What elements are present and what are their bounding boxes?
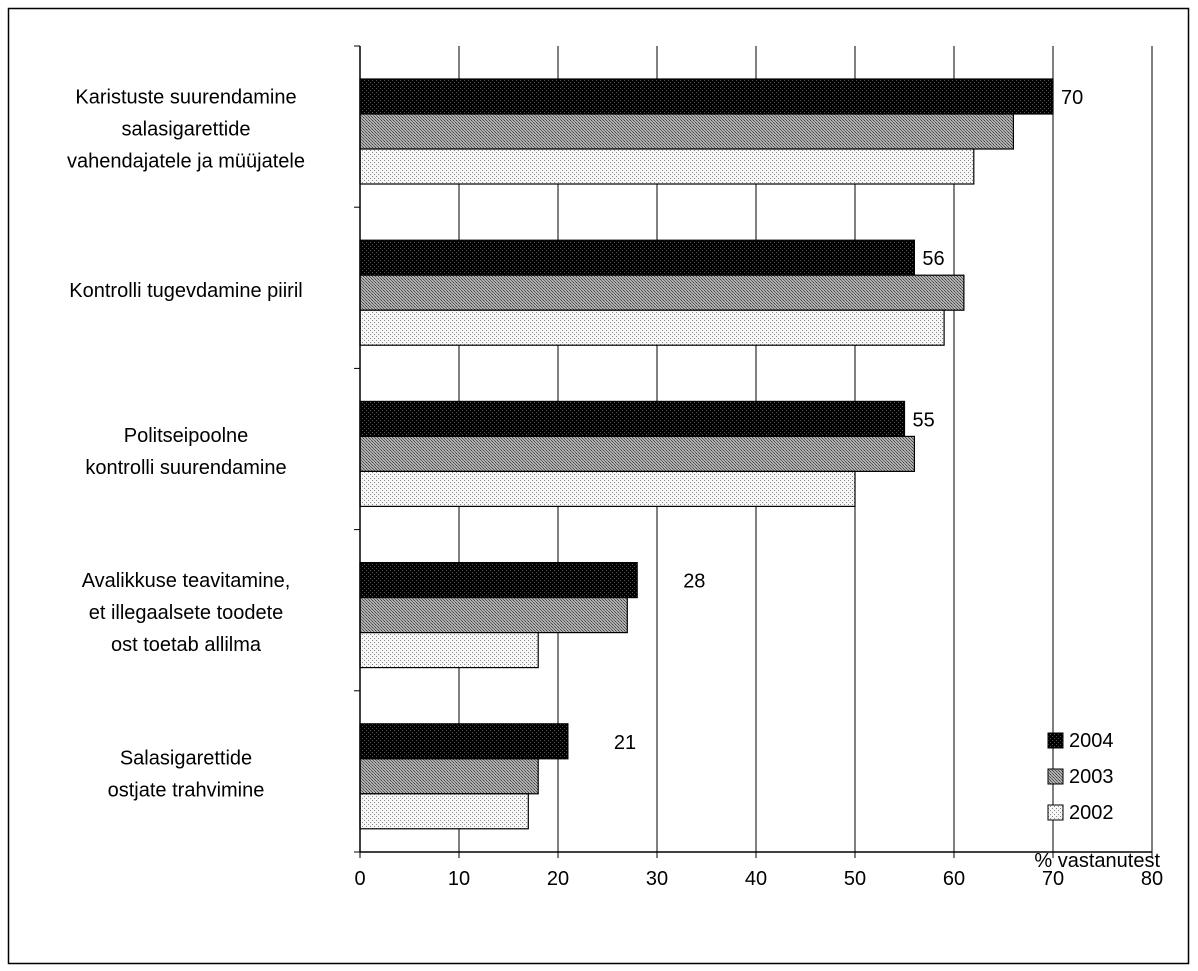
category-label-line: Avalikkuse teavitamine, (82, 570, 291, 592)
bar-2003-2 (359, 274, 965, 311)
legend-swatch-2002 (1047, 804, 1064, 821)
data-labels: 70 56 55 28 21 (614, 87, 1083, 754)
bar-2004-2 (359, 239, 916, 276)
legend-label-2002: 2002 (1069, 802, 1114, 824)
category-label-line: et illegaalsete toodete (89, 602, 284, 624)
category-label-line: Karistuste suurendamine (75, 87, 296, 109)
category-label-line: ostjate trahvimine (108, 779, 265, 801)
data-label-2004-4: 28 (683, 571, 705, 593)
bar-2004-5 (359, 723, 569, 760)
bar-2002-5 (359, 793, 529, 830)
category-label-4: Avalikkuse teavitamine, et illegaalsete t… (82, 570, 291, 656)
legend-swatch-2003 (1047, 768, 1064, 785)
category-label-line: ost toetab allilma (111, 634, 262, 656)
x-tick-label: 80 (1141, 868, 1163, 890)
legend: 2004 2003 2002 (1047, 730, 1114, 824)
data-label-2004-5: 21 (614, 732, 636, 754)
bar-2002-2 (359, 309, 945, 346)
x-tick-label: 50 (844, 868, 866, 890)
bar-2002-4 (359, 631, 539, 669)
category-label-2: Kontrolli tugevdamine piiril (69, 280, 302, 302)
bar-2002-1 (359, 148, 975, 185)
legend-swatch-2004 (1047, 732, 1064, 749)
bar-2004-1 (359, 78, 1054, 115)
category-label-line: Politseipoolne (124, 425, 249, 447)
bar-2002-3 (359, 470, 856, 507)
data-label-2004-2: 56 (922, 248, 944, 270)
x-tick-label: 60 (943, 868, 965, 890)
data-label-2004-1: 70 (1061, 87, 1083, 109)
category-label-line: vahendajatele ja müüjatele (67, 151, 305, 173)
bar-2003-1 (359, 113, 1015, 150)
x-axis-title: % vastanutest (1034, 850, 1160, 872)
data-label-2004-3: 55 (913, 409, 935, 431)
bar-2003-4 (359, 596, 628, 634)
bar-2004-3 (359, 400, 906, 437)
x-tick-label: 30 (646, 868, 668, 890)
axes: 0 10 20 30 40 50 60 70 80 (354, 45, 1163, 890)
x-tick-label: 10 (448, 868, 470, 890)
x-tick-label: 20 (547, 868, 569, 890)
category-label-line: Salasigarettide (120, 747, 252, 769)
bars (359, 78, 1054, 830)
category-label-5: Salasigarettide ostjate trahvimine (108, 747, 265, 801)
x-tick-label: 40 (745, 868, 767, 890)
category-label-3: Politseipoolne kontrolli suurendamine (85, 425, 286, 479)
bar-2004-4 (359, 561, 638, 599)
x-tick-label: 0 (354, 868, 365, 890)
bar-2003-3 (359, 435, 916, 472)
legend-label-2004: 2004 (1069, 730, 1114, 752)
category-label-line: kontrolli suurendamine (85, 457, 286, 479)
category-label-1: Karistuste suurendamine salasigarettide va… (67, 87, 305, 173)
category-label-line: salasigarettide (122, 119, 251, 141)
bar-2003-5 (359, 758, 539, 795)
legend-label-2003: 2003 (1069, 766, 1114, 788)
category-labels: Karistuste suurendamine salasigarettide va… (67, 87, 305, 802)
category-label-line: Kontrolli tugevdamine piiril (69, 280, 302, 302)
x-tick-label: 70 (1042, 868, 1064, 890)
